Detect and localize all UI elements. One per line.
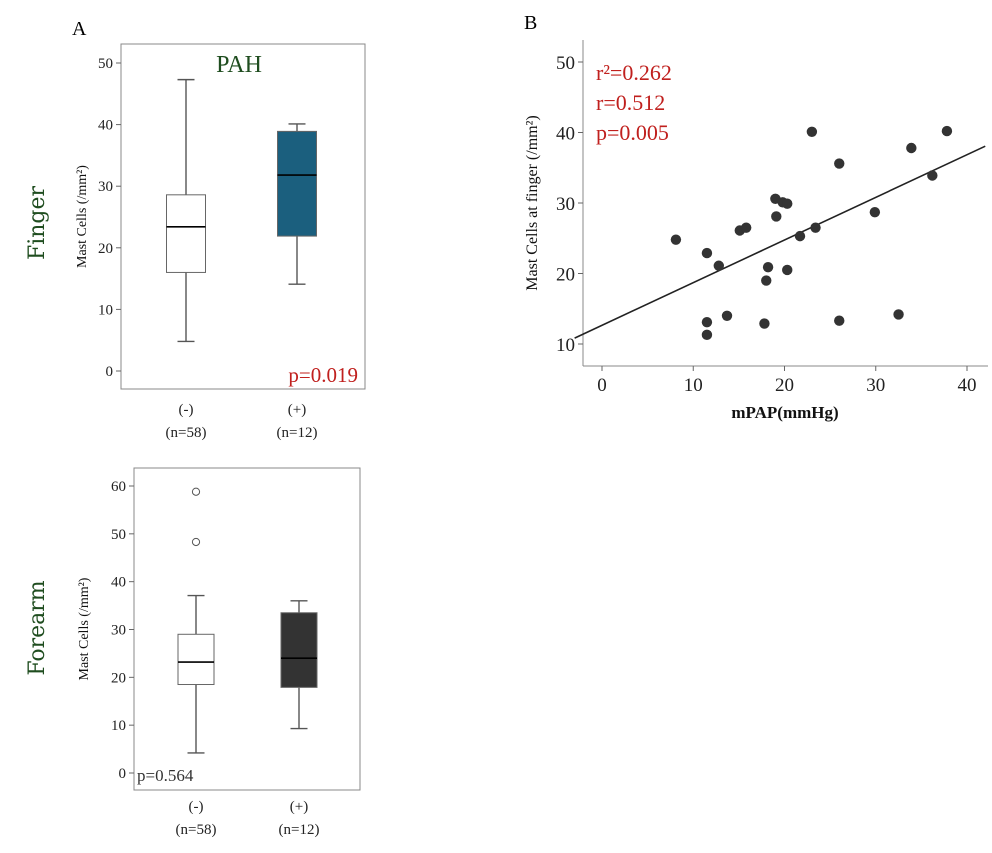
- data-point: [782, 264, 793, 276]
- side-label-finger: Finger: [25, 185, 50, 260]
- p-value-annotation: p=0.564: [137, 766, 194, 785]
- data-point: [794, 230, 806, 242]
- data-point: [713, 260, 724, 271]
- y-tick-label: 20: [556, 265, 575, 286]
- data-point: [670, 234, 682, 245]
- data-point: [701, 247, 713, 259]
- plot-frame: [133, 467, 361, 791]
- data-point: [893, 309, 904, 320]
- data-point: [761, 275, 772, 286]
- plot-frame: [120, 43, 366, 390]
- p-value-annotation: p=0.019: [288, 363, 358, 387]
- category-label: (-): [189, 799, 204, 815]
- outlier-point: [191, 487, 201, 496]
- y-tick-label: 30: [98, 179, 113, 195]
- data-point: [701, 316, 713, 328]
- regression-stat: r²=0.262: [596, 60, 672, 85]
- y-tick-label: 20: [111, 670, 126, 686]
- data-point: [759, 318, 770, 329]
- data-point: [834, 315, 845, 326]
- data-point: [721, 310, 733, 321]
- y-tick-label: 10: [98, 302, 113, 318]
- panel-label-b: B: [524, 12, 537, 34]
- y-tick-label: 10: [111, 718, 126, 734]
- x-axis-label: mPAP(mmHg): [731, 403, 838, 422]
- side-label-forearm: Forearm: [25, 580, 50, 675]
- data-point: [927, 170, 938, 181]
- y-tick-label: 40: [98, 118, 113, 134]
- y-tick-label: 60: [111, 479, 126, 495]
- regression-stat: p=0.005: [596, 120, 669, 145]
- box-iqr: [280, 612, 318, 688]
- regression-line: [574, 145, 986, 339]
- data-point: [941, 125, 953, 137]
- data-point: [740, 222, 752, 233]
- x-tick-label: 30: [866, 375, 885, 396]
- category-label: (+): [290, 799, 308, 815]
- data-point: [906, 142, 917, 154]
- data-point: [834, 158, 845, 169]
- category-sublabel: (n=12): [279, 822, 320, 838]
- outlier-point: [191, 537, 201, 547]
- category-sublabel: (n=12): [277, 425, 318, 441]
- data-point: [701, 329, 713, 341]
- y-axis-label: Mast Cells (/mm²): [77, 577, 92, 680]
- x-tick-label: 40: [958, 375, 977, 396]
- x-tick-label: 10: [684, 375, 703, 396]
- y-tick-label: 50: [98, 56, 113, 72]
- category-sublabel: (n=58): [176, 822, 217, 838]
- box-iqr: [277, 130, 317, 237]
- y-tick-label: 30: [111, 623, 126, 639]
- data-point: [782, 198, 793, 209]
- y-tick-label: 10: [556, 335, 575, 356]
- data-point: [869, 206, 881, 218]
- y-tick-label: 20: [98, 241, 113, 257]
- forearm-boxplot: 0 10 20 30 40 50 60 Mast Cells (/mm²) (-) (n=58) (…: [77, 467, 361, 838]
- category-label: (+): [288, 402, 306, 418]
- y-tick-label: 0: [106, 364, 114, 380]
- data-point: [810, 222, 821, 233]
- x-tick-label: 0: [597, 375, 607, 396]
- y-axis-label: Mast Cells at finger (/mm²): [524, 115, 541, 290]
- y-tick-label: 40: [556, 124, 575, 145]
- y-tick-label: 30: [556, 194, 575, 215]
- regression-stat: r=0.512: [596, 90, 665, 115]
- y-tick-label: 50: [111, 527, 126, 543]
- y-tick-label: 50: [556, 53, 575, 74]
- y-tick-label: 0: [119, 766, 127, 782]
- y-axis-label: Mast Cells (/mm²): [75, 165, 90, 268]
- finger-boxplot: 0 10 20 30 40 50 Mast Cells (/mm²) PAH (-) (n=58)…: [75, 43, 366, 441]
- category-sublabel: (n=58): [166, 425, 207, 441]
- data-point: [762, 261, 774, 273]
- panel-label-a: A: [72, 18, 87, 40]
- mpap-scatter-plot: 10 20 30 40 50 0 10 20 30 40 mPAP(mmHg) Mast Cells …: [524, 40, 988, 422]
- box-iqr: [166, 194, 206, 273]
- x-tick-label: 20: [775, 375, 794, 396]
- data-point: [771, 211, 782, 222]
- category-label: (-): [179, 402, 194, 418]
- y-tick-label: 40: [111, 575, 126, 591]
- data-point: [806, 126, 818, 137]
- box-iqr: [177, 633, 215, 686]
- chart-title: PAH: [216, 52, 262, 78]
